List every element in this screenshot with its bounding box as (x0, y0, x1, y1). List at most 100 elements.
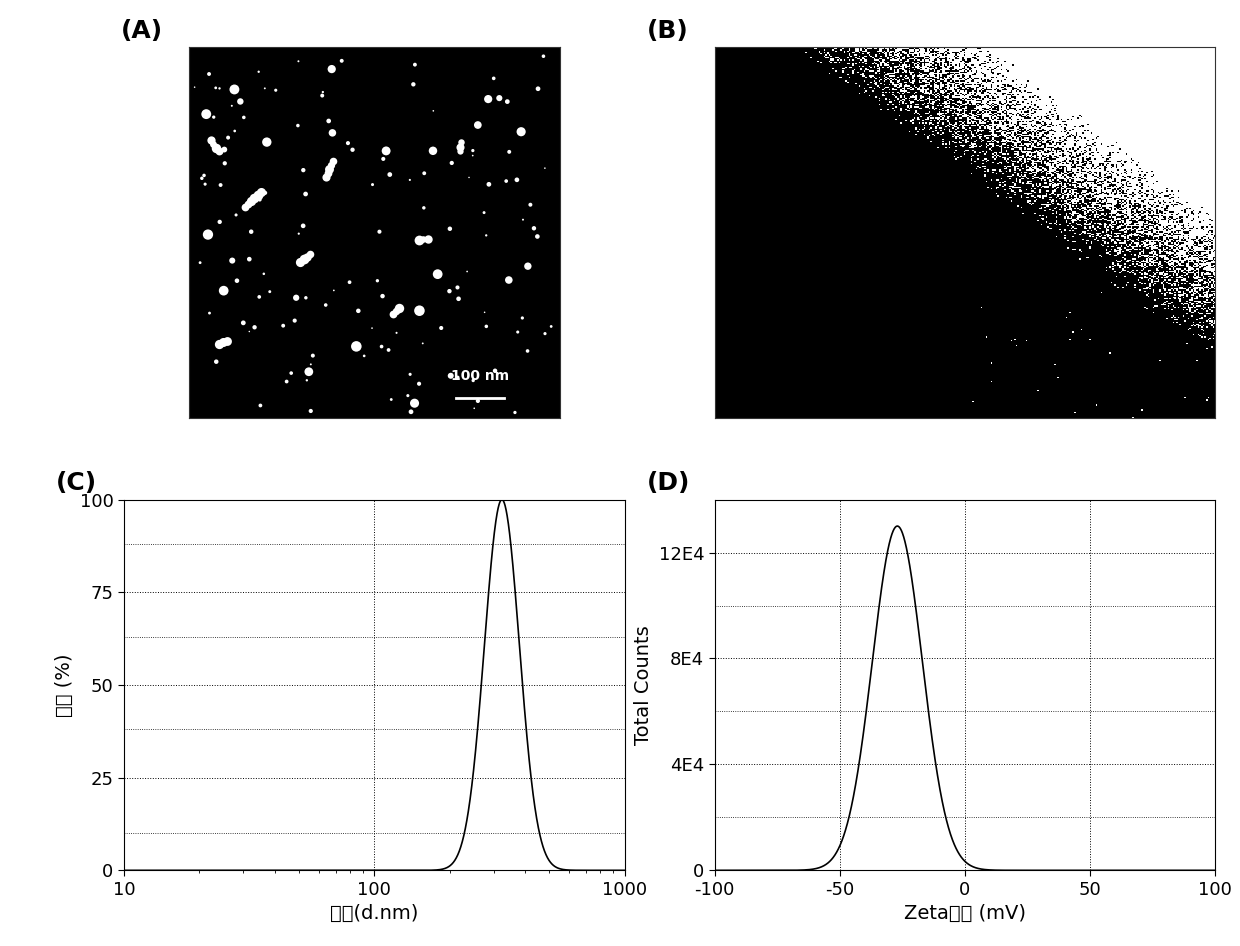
Point (265, 82, 285, 97)
Point (226, 207, 246, 222)
Point (414, 166, 434, 181)
Point (288, 118, 308, 133)
Point (231, 94, 250, 109)
Point (372, 289, 392, 304)
Point (210, 215, 229, 230)
Point (215, 156, 234, 171)
Text: 100 nm: 100 nm (451, 369, 508, 383)
Point (409, 377, 429, 392)
Point (211, 178, 231, 193)
Point (378, 342, 398, 358)
Point (248, 187, 268, 202)
Point (249, 289, 269, 305)
Point (195, 167, 215, 183)
Point (467, 117, 487, 132)
Point (362, 177, 382, 192)
Y-axis label: Total Counts: Total Counts (634, 625, 653, 745)
Point (195, 177, 215, 192)
Point (401, 367, 420, 382)
Point (534, 161, 554, 176)
Point (322, 61, 342, 77)
Text: (C): (C) (56, 471, 97, 495)
Point (290, 254, 310, 270)
Point (321, 157, 341, 172)
Point (312, 84, 332, 99)
Point (215, 142, 234, 157)
Point (511, 124, 531, 139)
Point (404, 395, 424, 411)
Point (449, 291, 469, 307)
Point (299, 364, 319, 379)
Point (463, 148, 482, 163)
Point (513, 212, 533, 227)
Point (208, 144, 228, 159)
Point (423, 103, 443, 118)
Point (413, 336, 433, 351)
Point (317, 166, 337, 181)
Point (234, 110, 254, 125)
Point (252, 184, 272, 200)
Point (521, 197, 541, 212)
X-axis label: 粒径(d.nm): 粒径(d.nm) (330, 904, 418, 923)
Point (332, 53, 352, 68)
Point (533, 48, 553, 63)
Point (322, 153, 342, 168)
Point (518, 258, 538, 273)
Point (362, 321, 382, 336)
Point (213, 335, 233, 350)
Point (467, 394, 487, 409)
Point (255, 185, 275, 201)
Point (541, 319, 560, 334)
Point (484, 71, 503, 86)
Point (409, 303, 429, 318)
Point (401, 404, 420, 419)
Point (293, 219, 312, 234)
Point (405, 57, 425, 72)
Point (346, 339, 366, 354)
Point (206, 140, 226, 155)
Point (208, 337, 228, 352)
Point (294, 252, 314, 267)
Point (372, 339, 392, 354)
Point (234, 200, 254, 215)
Point (301, 403, 321, 418)
Point (200, 306, 219, 321)
Point (222, 98, 242, 114)
Point (239, 324, 259, 339)
Point (476, 319, 496, 334)
Point (497, 94, 517, 109)
Point (242, 193, 262, 208)
Point (428, 267, 448, 282)
Point (250, 398, 270, 413)
Point (198, 227, 218, 242)
Point (319, 114, 339, 129)
Point (474, 205, 494, 220)
Point (339, 135, 358, 150)
Point (348, 304, 368, 319)
Point (277, 374, 296, 389)
Point (387, 325, 407, 341)
Point (464, 373, 484, 388)
Point (508, 324, 528, 340)
Point (386, 304, 405, 319)
Point (285, 313, 305, 328)
Point (249, 64, 269, 79)
Point (301, 357, 321, 372)
Point (296, 373, 316, 388)
Point (196, 107, 216, 122)
Point (185, 79, 205, 95)
Point (206, 80, 226, 96)
Point (528, 81, 548, 96)
Point (316, 169, 336, 184)
Point (414, 201, 434, 216)
Point (496, 173, 516, 188)
Point (286, 290, 306, 306)
Point (441, 155, 461, 170)
Point (206, 354, 226, 369)
Point (451, 135, 471, 150)
Point (244, 320, 264, 335)
Point (525, 220, 544, 236)
Text: (A): (A) (120, 19, 162, 43)
Point (192, 170, 212, 185)
Point (458, 264, 477, 279)
